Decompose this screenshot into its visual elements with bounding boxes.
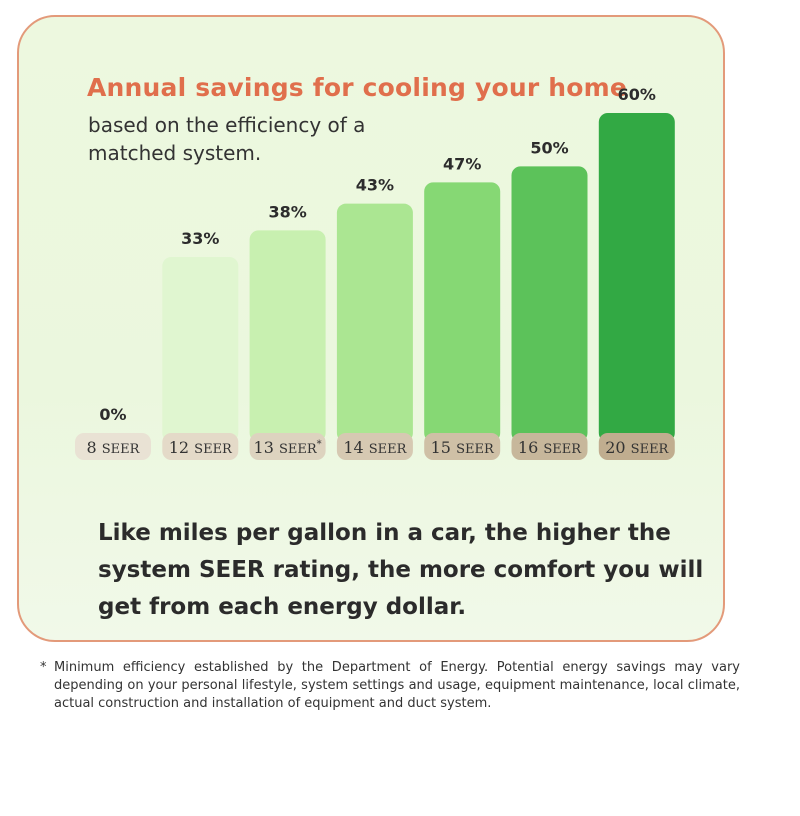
bar-chart: 8 SEER 0% 12 SEER 33% 13 SEER* 38% 14 SEER 43% 1… — [75, 85, 675, 460]
value-label-20-seer: 60% — [618, 85, 656, 104]
tagline: Like miles per gallon in a car, the high… — [98, 520, 704, 620]
tick-pill-15-seer — [424, 433, 501, 460]
bar-12-seer — [162, 257, 239, 442]
value-label-13-seer: 38% — [268, 202, 306, 221]
value-label-16-seer: 50% — [530, 138, 568, 157]
tick-pill-14-seer — [336, 433, 413, 460]
footnote-text: Minimum efficiency established by the De… — [54, 660, 740, 711]
tick-label-12-seer: 12 SEER — [169, 438, 233, 457]
value-label-8-seer: 0% — [99, 405, 126, 424]
chart-subtitle: based on the efficiency of a matched sys… — [88, 113, 366, 165]
tick-pill-16-seer — [511, 433, 588, 460]
tick-label-16-seer: 16 SEER — [518, 438, 582, 457]
tick-pill-13-seer — [249, 433, 326, 460]
tick-pill-20-seer — [598, 433, 675, 460]
tick-label-8-seer: 8 SEER — [87, 438, 141, 457]
tick-label-20-seer: 20 SEER — [605, 438, 669, 457]
bar-13-seer — [249, 230, 326, 442]
chart-title: Annual savings for cooling your home — [87, 73, 628, 102]
savings-card: Annual savings for cooling your home bas… — [17, 15, 725, 642]
tick-label-15-seer: 15 SEER — [431, 438, 495, 457]
tick-label-14-seer: 14 SEER — [343, 438, 407, 457]
value-label-15-seer: 47% — [443, 154, 481, 173]
tick-pill-12-seer — [162, 433, 239, 460]
footnote-marker: * — [40, 660, 47, 675]
value-label-14-seer: 43% — [356, 176, 394, 195]
bar-14-seer — [336, 203, 413, 442]
bar-20-seer — [598, 113, 675, 442]
bar-16-seer — [511, 166, 588, 443]
tick-label-13-seer: 13 SEER* — [254, 438, 322, 457]
tick-pill-8-seer — [75, 433, 151, 460]
bar-15-seer — [424, 182, 501, 443]
value-label-12-seer: 33% — [181, 229, 219, 248]
footnote: * Minimum efficiency established by the … — [40, 659, 740, 713]
